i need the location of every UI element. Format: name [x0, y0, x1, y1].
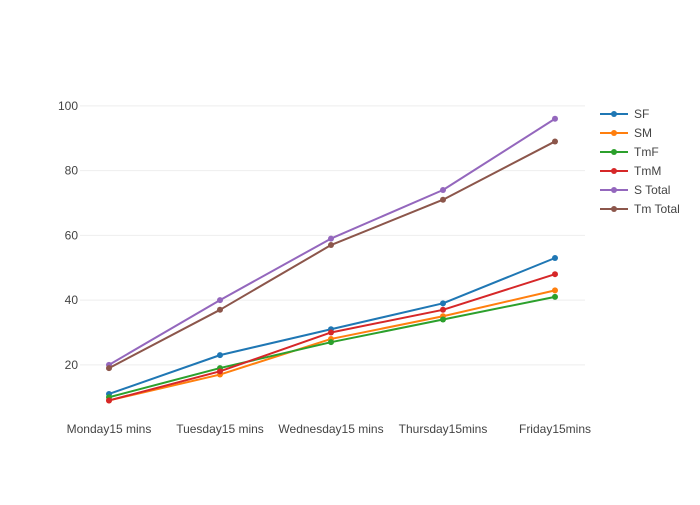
- legend-label: S Total: [634, 183, 670, 197]
- data-point[interactable]: [552, 138, 558, 145]
- data-point[interactable]: [552, 287, 558, 294]
- y-axis-ticks: 20 40 60 80 100: [58, 99, 78, 372]
- legend-label: TmF: [634, 145, 659, 159]
- data-point[interactable]: [106, 397, 112, 404]
- data-point[interactable]: [217, 352, 223, 359]
- x-tick-label: Thursday15mins: [399, 422, 488, 436]
- data-point[interactable]: [552, 293, 558, 300]
- legend-item[interactable]: TmF: [600, 145, 659, 159]
- legend-label: SM: [634, 126, 652, 140]
- legend-marker: [611, 206, 617, 212]
- legend[interactable]: SF SM TmF TmM S Total Tm Total: [600, 107, 680, 216]
- series-s-total: [106, 115, 558, 368]
- y-tick-label: 60: [65, 228, 79, 242]
- legend-marker: [611, 111, 617, 117]
- y-tick-label: 100: [58, 99, 78, 113]
- x-tick-label: Friday15mins: [519, 422, 591, 436]
- legend-item[interactable]: S Total: [600, 183, 670, 197]
- data-point[interactable]: [328, 329, 334, 336]
- data-point[interactable]: [328, 235, 334, 242]
- data-point[interactable]: [217, 306, 223, 313]
- data-point[interactable]: [328, 242, 334, 249]
- data-point[interactable]: [217, 368, 223, 375]
- legend-item[interactable]: Tm Total: [600, 202, 680, 216]
- x-tick-label: Tuesday15 mins: [176, 422, 264, 436]
- legend-label: TmM: [634, 164, 661, 178]
- legend-label: SF: [634, 107, 649, 121]
- data-point[interactable]: [552, 255, 558, 261]
- legend-item[interactable]: SM: [600, 126, 652, 140]
- legend-marker: [611, 187, 617, 193]
- y-tick-label: 40: [65, 293, 79, 307]
- data-point[interactable]: [440, 196, 446, 203]
- data-point[interactable]: [328, 339, 334, 346]
- y-tick-label: 80: [65, 164, 79, 178]
- series-tmm: [106, 271, 558, 404]
- y-tick-label: 20: [65, 358, 79, 372]
- data-point[interactable]: [552, 271, 558, 278]
- grid-layer: [80, 105, 585, 366]
- series-tm-total: [106, 138, 558, 372]
- legend-item[interactable]: SF: [600, 107, 649, 121]
- legend-marker: [611, 149, 617, 155]
- series-sf: [106, 255, 558, 397]
- data-point[interactable]: [440, 300, 446, 307]
- legend-marker: [611, 168, 617, 174]
- legend-label: Tm Total: [634, 202, 680, 216]
- legend-marker: [611, 130, 617, 136]
- series-sm: [106, 287, 558, 404]
- legend-item[interactable]: TmM: [600, 164, 661, 178]
- x-tick-label: Monday15 mins: [67, 422, 152, 436]
- series-line: [108, 289, 556, 402]
- data-point[interactable]: [440, 187, 446, 194]
- data-point[interactable]: [440, 316, 446, 323]
- data-point[interactable]: [217, 297, 223, 304]
- x-tick-label: Wednesday15 mins: [278, 422, 383, 436]
- data-point[interactable]: [440, 306, 446, 313]
- x-axis-ticks: Monday15 mins Tuesday15 mins Wednesday15 m…: [67, 422, 591, 436]
- data-point[interactable]: [106, 365, 112, 372]
- data-point[interactable]: [552, 115, 558, 122]
- series-layer: [106, 115, 558, 404]
